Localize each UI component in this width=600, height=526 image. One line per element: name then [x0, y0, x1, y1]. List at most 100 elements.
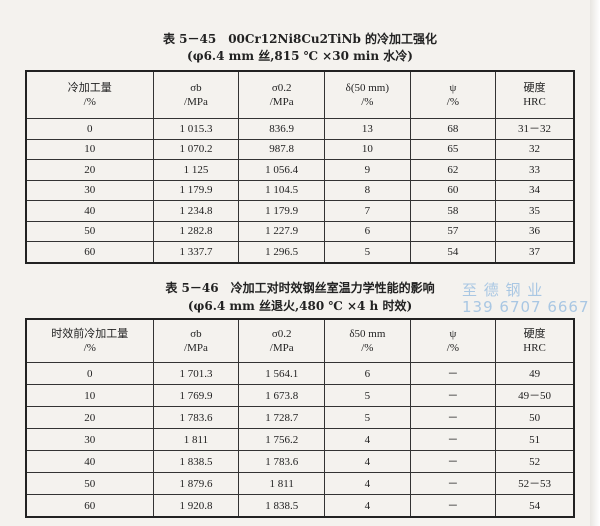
- table-cell: 1 811: [152, 428, 240, 451]
- table-cell: 1 070.2: [152, 138, 240, 160]
- header-label: δ(50 mm): [345, 82, 390, 94]
- header-unit: /%: [446, 96, 459, 108]
- header-unit: /%: [361, 342, 374, 354]
- table-cell: 1 673.8: [238, 384, 326, 407]
- header-unit: /MPa: [184, 96, 208, 108]
- table-row: 40 1 234.8 1 179.9 7 58 35: [25, 200, 575, 222]
- table-cell: 10: [25, 384, 154, 407]
- table-row: 30 1 811 1 756.2 4 － 51: [25, 428, 575, 451]
- table-cell: 52: [495, 450, 575, 473]
- table-cell: 60: [25, 241, 154, 263]
- table-row: 60 1 337.7 1 296.5 5 54 37: [25, 241, 575, 263]
- watermark-phone: 139 6707 6667: [462, 298, 590, 316]
- table-cell: 57: [409, 220, 497, 242]
- table-row: 20 1 125 1 056.4 9 62 33: [25, 159, 575, 181]
- header-unit: HRC: [523, 96, 546, 108]
- table-cell: 1 056.4: [238, 159, 326, 181]
- table-cell: 6: [324, 362, 411, 385]
- table-row: 40 1 838.5 1 783.6 4 － 52: [25, 450, 575, 473]
- table-cell: 68: [409, 118, 497, 140]
- header-unit: /%: [446, 342, 459, 354]
- header-unit: /%: [83, 96, 96, 108]
- table-cell: 4: [324, 450, 411, 473]
- table-cell: 1 701.3: [152, 362, 240, 385]
- table-cell: 987.8: [238, 138, 326, 160]
- table-cell: －: [409, 362, 497, 385]
- table-row: 20 1 783.6 1 728.7 5 － 50: [25, 406, 575, 429]
- table-cell: 1 811: [238, 472, 326, 495]
- table-cell: 54: [495, 494, 575, 518]
- column-header: δ(50 mm) /%: [324, 70, 411, 119]
- header-unit: /%: [83, 342, 96, 354]
- table-cell: 50: [25, 472, 154, 495]
- table-cell: 1 920.8: [152, 494, 240, 518]
- column-header: 冷加工量 /%: [25, 70, 154, 119]
- table-5-46: 时效前冷加工量/% σb/MPa σ0.2/MPa δ50 mm/% ψ/% 硬度 HRC 0…: [25, 318, 575, 518]
- table-row: 50 1 282.8 1 227.9 6 57 36: [25, 220, 575, 242]
- table-cell: 5: [324, 241, 411, 263]
- column-header: δ50 mm /%: [324, 318, 411, 363]
- table-cell: 4: [324, 472, 411, 495]
- header-row: 冷加工量/% σb/MPa σ0.2/MPa δ(50 mm)/% ψ/% 硬度 HRC: [25, 70, 575, 119]
- table-cell: 32: [495, 138, 575, 160]
- table-cell: 0: [25, 362, 154, 385]
- watermark: 至 德 钢 业 139 6707 6667: [462, 282, 590, 316]
- table-cell: 1 179.9: [152, 179, 240, 201]
- table-cell: 1 783.6: [238, 450, 326, 473]
- table-cell: －: [409, 494, 497, 518]
- table-cell: 13: [324, 118, 411, 140]
- column-header: 硬度 HRC: [495, 318, 575, 363]
- table2-title: 表 5－46 冷加工对时效钢丝室温力学性能的影响: [165, 281, 435, 295]
- table-cell: 30: [25, 428, 154, 451]
- header-label: 硬度: [523, 328, 546, 340]
- table-cell: 62: [409, 159, 497, 181]
- table-row: 10 1 070.2 987.8 10 65 32: [25, 138, 575, 160]
- column-header: σ0.2/MPa: [238, 318, 326, 363]
- watermark-name: 至 德 钢 业: [462, 281, 544, 299]
- header-unit: HRC: [523, 342, 546, 354]
- table-cell: 1 282.8: [152, 220, 240, 242]
- table-cell: 54: [409, 241, 497, 263]
- table-cell: 1 769.9: [152, 384, 240, 407]
- table-cell: 1 015.3: [152, 118, 240, 140]
- table-cell: 49: [495, 362, 575, 385]
- table-cell: 9: [324, 159, 411, 181]
- table-cell: 1 783.6: [152, 406, 240, 429]
- table-cell: 1 564.1: [238, 362, 326, 385]
- table-cell: 31－32: [495, 118, 575, 140]
- header-label: 硬度: [523, 82, 546, 94]
- table-cell: 50: [495, 406, 575, 429]
- header-label: σ0.2: [271, 328, 292, 340]
- table-cell: 1 125: [152, 159, 240, 181]
- table-cell: －: [409, 406, 497, 429]
- table-cell: 1 838.5: [238, 494, 326, 518]
- table-cell: 1 104.5: [238, 179, 326, 201]
- table-cell: 10: [25, 138, 154, 160]
- table-cell: －: [409, 384, 497, 407]
- table-cell: 40: [25, 450, 154, 473]
- table-cell: 1 337.7: [152, 241, 240, 263]
- table-cell: 8: [324, 179, 411, 201]
- table-cell: 1 728.7: [238, 406, 326, 429]
- page-edge: [590, 0, 600, 526]
- header-label: 时效前冷加工量: [51, 328, 129, 340]
- table2-subtitle: (φ6.4 mm 丝退火,480 ℃ ×4 h 时效): [187, 299, 413, 313]
- column-header: σ0.2/MPa: [238, 70, 326, 119]
- table-cell: 37: [495, 241, 575, 263]
- table-cell: 10: [324, 138, 411, 160]
- table-row: 60 1 920.8 1 838.5 4 － 54: [25, 494, 575, 518]
- table-cell: 65: [409, 138, 497, 160]
- column-header: σb/MPa: [152, 70, 240, 119]
- table1-title: 表 5－45 00Cr12Ni8Cu2TiNb 的冷加工强化: [162, 32, 438, 46]
- table1-subtitle: (φ6.4 mm 丝,815 ℃ ×30 min 水冷): [187, 49, 413, 63]
- table-cell: 1 296.5: [238, 241, 326, 263]
- table-cell: －: [409, 472, 497, 495]
- table-cell: 60: [409, 179, 497, 201]
- header-label: σb: [190, 82, 202, 94]
- table-cell: 4: [324, 494, 411, 518]
- header-label: ψ: [449, 328, 457, 340]
- table-cell: 5: [324, 384, 411, 407]
- table-cell: 0: [25, 118, 154, 140]
- table-cell: 20: [25, 406, 154, 429]
